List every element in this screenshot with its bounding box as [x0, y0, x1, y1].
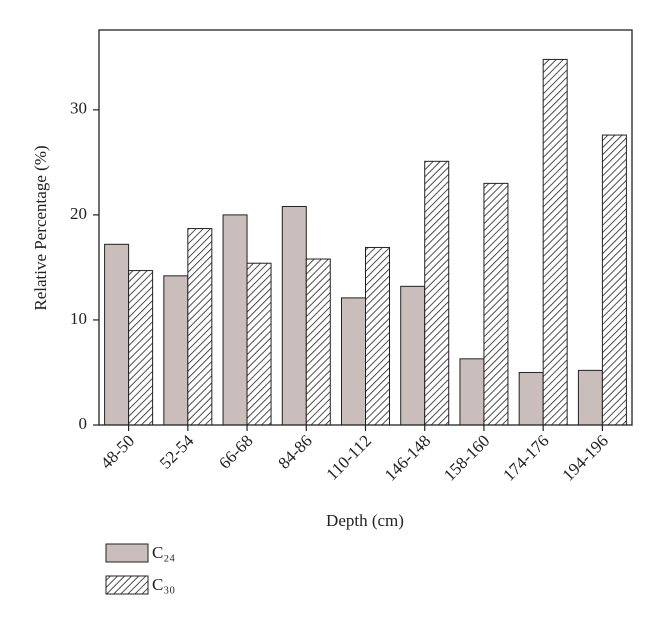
x-tick-label: 158-160 — [440, 431, 494, 485]
bar — [341, 297, 366, 426]
bar — [222, 214, 248, 426]
bar — [400, 285, 426, 426]
x-tick-label: 194-196 — [558, 431, 612, 485]
x-tick-label: 52-54 — [156, 431, 198, 473]
x-tick-label: 48-50 — [97, 431, 138, 472]
bar — [246, 262, 272, 426]
bar — [128, 270, 154, 426]
plot-frame — [98, 29, 633, 426]
bar — [305, 258, 331, 426]
y-tick-label: 30 — [70, 99, 87, 118]
x-tick-label: 174-176 — [499, 431, 553, 485]
y-tick-label: 10 — [70, 309, 87, 328]
bar — [601, 134, 627, 426]
y-tick-label: 0 — [79, 414, 88, 433]
bar — [518, 371, 544, 426]
legend-label: C₂₄ — [152, 543, 175, 562]
y-tick-label: 20 — [70, 204, 87, 223]
x-axis-label: Depth (cm) — [326, 511, 404, 530]
legend-swatch — [105, 543, 149, 563]
legend-swatch — [105, 575, 149, 595]
x-tick-label: 66-68 — [215, 431, 256, 472]
x-tick-label: 84-86 — [274, 431, 315, 472]
x-tick-label: 110-112 — [322, 431, 375, 484]
bar — [459, 358, 485, 426]
bar — [365, 246, 390, 426]
legend-label: C₃₀ — [152, 575, 175, 594]
bar — [281, 205, 307, 426]
x-tick-label: 146-148 — [381, 431, 435, 485]
bar — [424, 160, 450, 426]
bar — [104, 243, 130, 426]
bar — [483, 182, 509, 426]
bar — [187, 228, 213, 426]
bar — [577, 369, 603, 426]
y-axis-label: Relative Percentage (%) — [31, 145, 50, 310]
bar — [163, 275, 189, 426]
bar — [542, 58, 568, 426]
